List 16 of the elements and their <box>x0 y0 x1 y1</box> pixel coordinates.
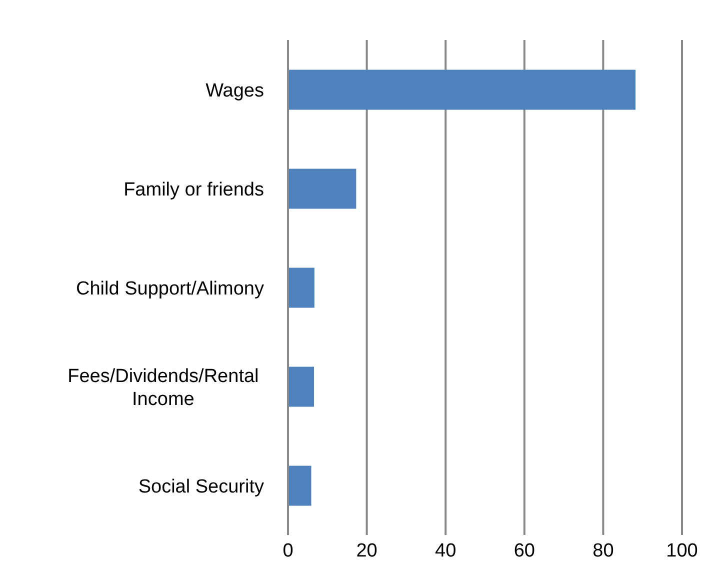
x-tick-label: 80 <box>592 540 614 562</box>
x-tick-label: 40 <box>435 540 456 562</box>
y-tick-label: Wages <box>206 80 264 102</box>
y-tick-label: Family or friends <box>124 180 264 200</box>
y-tick-label: Fees/Dividends/Rental Income <box>68 366 259 410</box>
y-tick-label: Child Support/Alimony <box>76 278 264 300</box>
bar <box>288 366 314 407</box>
bar <box>288 268 314 308</box>
x-tick-label: 100 <box>666 540 698 562</box>
x-tick-label: 0 <box>282 540 294 562</box>
x-tick-label: 20 <box>356 540 378 562</box>
x-tick-label: 60 <box>514 540 535 562</box>
y-tick-label: Social Security <box>138 476 264 498</box>
bar <box>288 466 312 506</box>
bar <box>288 70 636 110</box>
bar <box>288 168 356 209</box>
